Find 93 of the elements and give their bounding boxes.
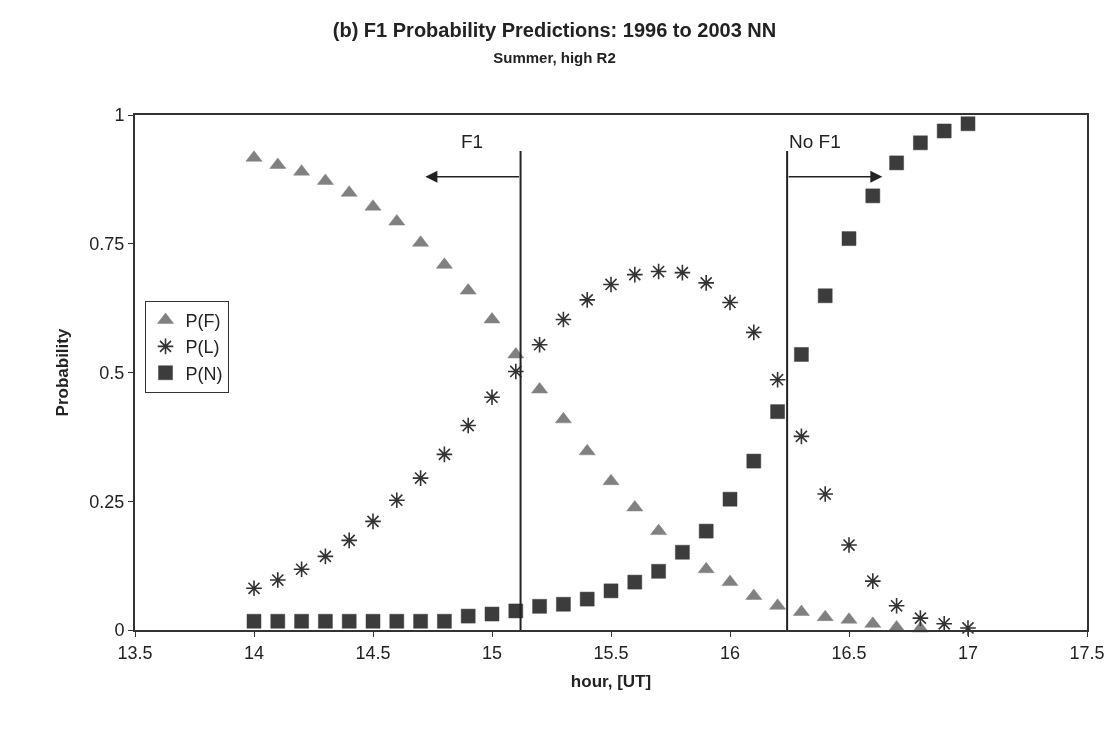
point: [889, 155, 904, 171]
y-tick-label: 1: [114, 105, 125, 126]
point: [959, 619, 977, 637]
point: [460, 608, 476, 624]
point: [650, 523, 667, 535]
point: [651, 564, 666, 579]
point: [413, 614, 428, 629]
legend-label: P(L): [185, 337, 220, 358]
x-axis-title: hour, [UT]: [570, 672, 652, 692]
point: [697, 274, 715, 292]
point: [318, 614, 333, 629]
point: [936, 123, 952, 139]
point: [269, 571, 287, 589]
point: [911, 609, 929, 627]
point: [673, 263, 691, 282]
point: [270, 614, 286, 629]
point: [746, 453, 762, 469]
point: [650, 262, 668, 281]
y-tick-label: 0: [114, 620, 125, 641]
point: [483, 388, 501, 406]
point: [888, 597, 906, 615]
y-axis-title: Probability: [53, 328, 73, 417]
point: [864, 572, 882, 590]
point: [865, 188, 881, 204]
point: [246, 614, 262, 629]
x-tick-label: 15: [481, 642, 503, 663]
point: [721, 293, 739, 312]
point: [794, 347, 809, 362]
point: [579, 591, 595, 607]
point: [578, 291, 596, 309]
point: [364, 512, 382, 530]
point: [817, 288, 833, 304]
point: [437, 614, 452, 629]
point: [555, 412, 572, 424]
point: [603, 583, 619, 599]
y-tick-label: 0.75: [89, 234, 125, 255]
point: [340, 531, 358, 549]
point: [769, 371, 787, 389]
point: [770, 404, 785, 419]
point: [745, 323, 763, 341]
point: [388, 491, 406, 509]
point: [459, 416, 477, 435]
point: [293, 560, 311, 578]
point: [841, 231, 857, 246]
point: [626, 266, 644, 284]
point: [531, 382, 548, 394]
y-tick-label: 0.25: [89, 491, 125, 512]
x-tick-label: 16: [719, 642, 741, 663]
point: [532, 599, 547, 614]
point: [792, 427, 810, 445]
point: [435, 445, 453, 463]
point: [602, 275, 620, 294]
x-tick-label: 14.5: [355, 642, 391, 663]
x-tick-label: 15.5: [593, 642, 629, 663]
point: [365, 614, 381, 629]
point: [675, 544, 690, 560]
point: [436, 257, 453, 269]
point: [412, 469, 430, 487]
point: [556, 597, 571, 612]
point: [531, 336, 549, 354]
x-tick-label: 16.5: [831, 642, 867, 663]
point: [627, 574, 643, 590]
point: [960, 116, 976, 131]
point: [769, 598, 786, 610]
legend-label: P(F): [185, 310, 221, 331]
point: [317, 173, 334, 185]
point: [389, 614, 405, 629]
point: [816, 485, 834, 503]
legend-label: P(N): [185, 363, 223, 384]
point: [554, 310, 572, 329]
point: [507, 362, 525, 381]
x-tick-label: 14: [243, 642, 265, 663]
point: [341, 614, 357, 629]
point: [484, 606, 500, 622]
chart-subtitle: Summer, high R2: [493, 48, 616, 66]
point: [412, 235, 429, 247]
y-tick-label: 0.5: [99, 362, 125, 383]
point: [840, 536, 858, 554]
point: [888, 620, 905, 632]
point: [793, 604, 810, 616]
ref-line-label: F1: [461, 131, 484, 152]
chart-title: (b) F1 Probability Predictions: 1996 to 2003 NN: [332, 18, 777, 41]
ref-line-label: No F1: [789, 131, 841, 152]
point: [913, 135, 928, 151]
point: [698, 523, 714, 539]
point: [316, 547, 334, 565]
point: [245, 579, 263, 597]
x-tick-label: 17.5: [1069, 642, 1105, 663]
point: [294, 614, 309, 629]
x-tick-label: 17: [957, 642, 979, 663]
point: [722, 491, 738, 507]
point: [293, 164, 310, 176]
x-tick-label: 13.5: [117, 642, 153, 663]
